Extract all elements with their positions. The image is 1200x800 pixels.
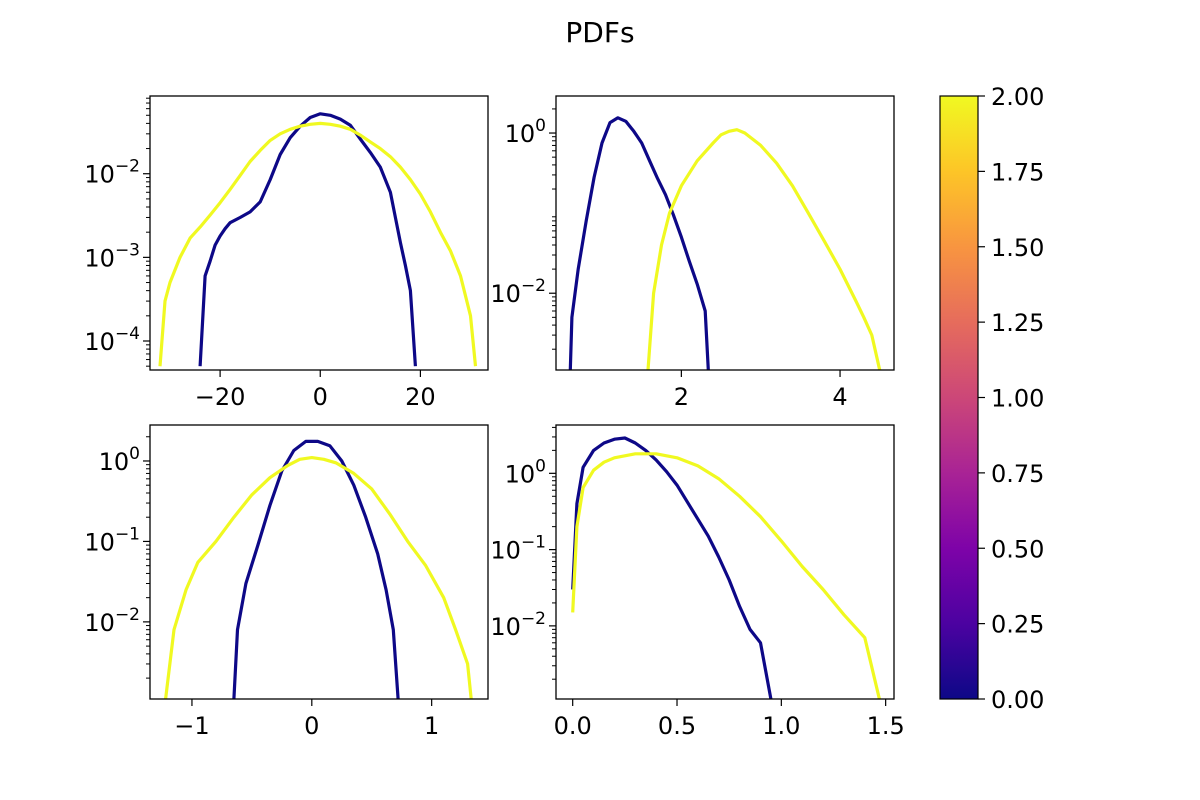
x-tick-label: 0.5 [658, 712, 696, 740]
y-tick-label: 10−4 [84, 324, 140, 356]
colorbar-tick-label: 0.00 [991, 686, 1044, 714]
axes-frame [555, 424, 895, 700]
y-tick-label: 10−3 [84, 240, 140, 272]
colorbar-tick-label: 1.75 [991, 158, 1044, 186]
x-tick-label: 1 [424, 712, 439, 740]
series-line-1 [232, 439, 400, 699]
x-tick-label: 1.0 [762, 712, 800, 740]
y-tick-label: 10−2 [84, 605, 140, 637]
x-tick-label: 2 [674, 383, 689, 411]
colorbar-tick-label: 1.00 [991, 385, 1044, 413]
colorbar-tick-label: 0.25 [991, 611, 1044, 639]
y-tick-label: 10−2 [84, 157, 140, 189]
y-tick-label: 100 [505, 456, 546, 488]
subplot-grid: 10−4 10−3 10−2 −20 0 20 10−2 100 2 4 10−2 10−1 100 −1… [84, 95, 905, 740]
colorbar-tick-label: 1.50 [991, 234, 1044, 262]
series-line-2 [646, 128, 882, 370]
series-line-2 [164, 456, 473, 699]
axes-frame [149, 424, 489, 700]
colorbar-ticks: 0.00 0.25 0.50 0.75 1.00 1.25 1.50 1.75 2.00 [978, 83, 1044, 714]
x-tick-label: −20 [195, 383, 246, 411]
subplot-3: 10−2 10−1 100 −1 0 1 [84, 424, 489, 740]
series-line-1 [568, 116, 710, 370]
y-tick-label: 100 [505, 116, 546, 148]
colorbar-gradient [939, 95, 979, 700]
subplot-2: 10−2 100 2 4 [490, 95, 895, 411]
x-tick-label: 1.5 [867, 712, 905, 740]
x-tick-label: 4 [832, 383, 847, 411]
y-tick-label: 100 [99, 444, 140, 476]
colorbar-tick-label: 1.25 [991, 309, 1044, 337]
y-tick-label: 10−2 [490, 609, 546, 641]
x-tick-label: 0.0 [554, 712, 592, 740]
y-tick-label: 10−1 [84, 524, 140, 556]
y-tick-label: 10−2 [490, 276, 546, 308]
colorbar-tick-label: 0.50 [991, 535, 1044, 563]
series-line-2 [158, 121, 478, 367]
series-line-2 [571, 452, 881, 699]
figure-title: PDFs [565, 16, 634, 49]
y-tick-label: 10−1 [490, 533, 546, 565]
axes-frame [149, 95, 489, 371]
x-tick-label: 0 [304, 712, 319, 740]
x-tick-label: −1 [174, 712, 209, 740]
series-line-1 [571, 436, 773, 699]
colorbar-tick-label: 0.75 [991, 460, 1044, 488]
subplot-4: 10−2 10−1 100 0.0 0.5 1.0 1.5 [490, 424, 905, 740]
x-tick-label: 0 [313, 383, 328, 411]
axes-frame [555, 95, 895, 371]
x-tick-label: 20 [405, 383, 436, 411]
colorbar: 0.00 0.25 0.50 0.75 1.00 1.25 1.50 1.75 2.00 [939, 83, 1044, 714]
subplot-1: 10−4 10−3 10−2 −20 0 20 [84, 95, 489, 411]
series-line-1 [198, 112, 417, 367]
colorbar-tick-label: 2.00 [991, 83, 1044, 111]
